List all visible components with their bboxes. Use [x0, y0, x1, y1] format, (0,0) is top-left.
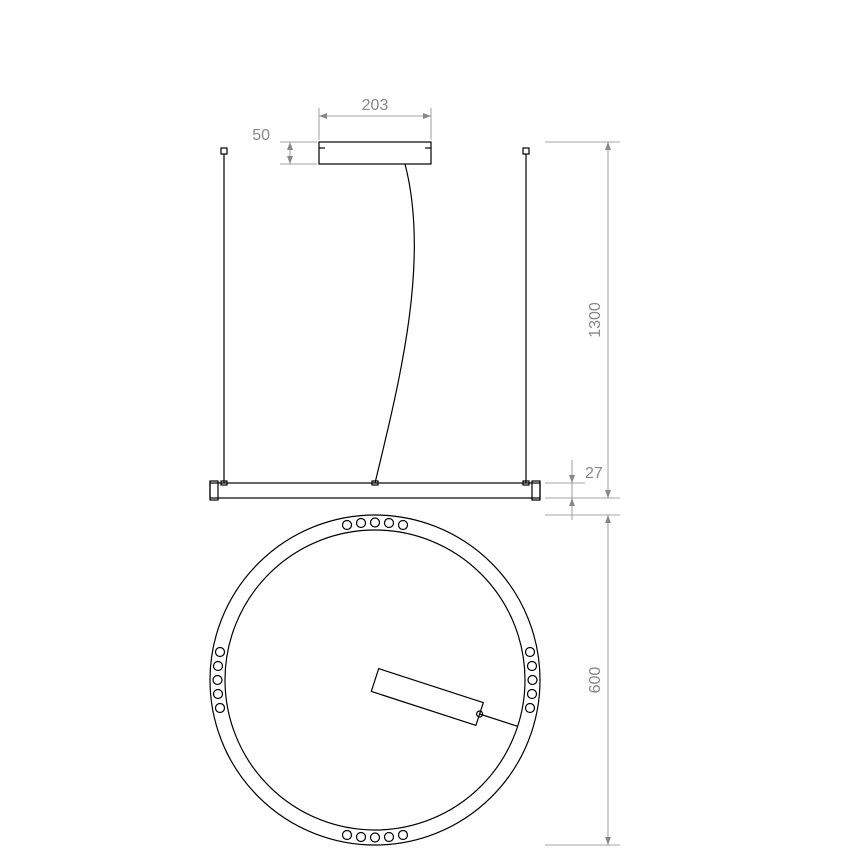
dim-label-203: 203	[362, 97, 389, 114]
dim-label-1300: 1300	[587, 302, 604, 338]
dim-600: 600	[545, 515, 620, 845]
dim-203: 203	[319, 97, 431, 140]
dim-27: 27	[545, 460, 603, 520]
side-view: 203 50 1300 27	[210, 97, 620, 520]
bottom-view: 600	[210, 515, 620, 845]
dim-label-600: 600	[587, 667, 604, 694]
technical-drawing: 203 50 1300 27	[0, 0, 868, 868]
dim-label-50: 50	[252, 127, 270, 144]
dim-50: 50	[252, 127, 317, 164]
dim-label-27: 27	[585, 465, 603, 482]
dim-1300: 1300	[545, 142, 620, 498]
